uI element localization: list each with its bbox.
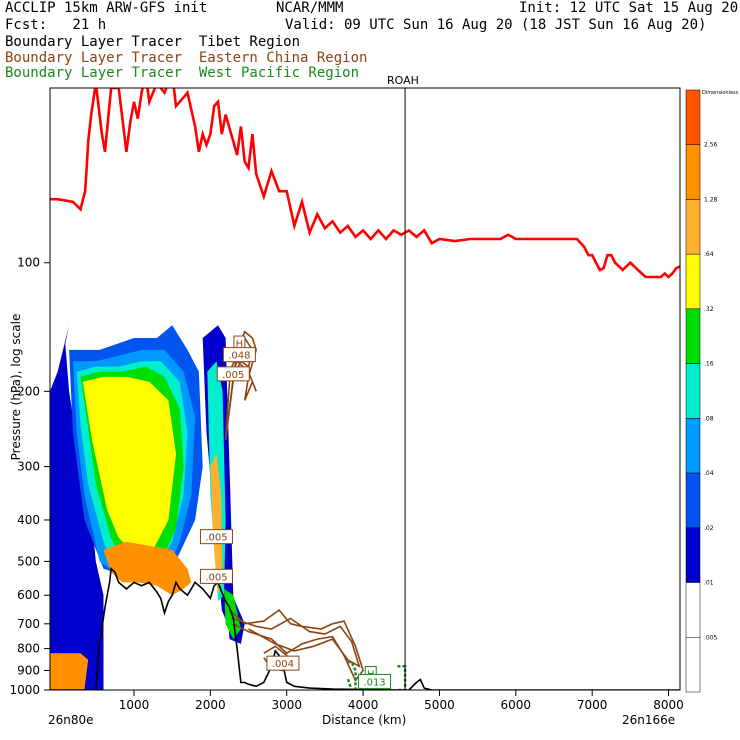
x-tick-label: 6000 — [501, 698, 532, 712]
y-tick-label: 100 — [17, 256, 40, 270]
annotation-box-2 — [216, 366, 250, 382]
colorbar-swatch-0 — [685, 89, 701, 145]
tracer-field — [50, 325, 245, 690]
colorbar-title: Dimensionless — [702, 90, 739, 96]
colorbar-label-4: .16 — [704, 361, 714, 368]
annotation-label-2: .005 — [222, 370, 244, 381]
colorbar-label-7: .02 — [704, 525, 714, 532]
x-tick-label: 8000 — [653, 698, 684, 712]
station-label: ROAH — [387, 74, 419, 87]
axes: 1000 2000 3000 4000 5000 6000 7000 8000 100 200 30… — [9, 256, 683, 712]
model-center: NCAR/MMM — [276, 0, 344, 16]
colorbar-label-3: .32 — [704, 306, 714, 313]
annotation-box-3 — [199, 529, 233, 545]
tracer-layer-6 — [103, 541, 192, 596]
west-pacific-contour-1 — [397, 665, 407, 690]
x-tick-label: 2000 — [195, 698, 226, 712]
y-tick-label: 700 — [17, 617, 40, 631]
legend-eastern-china: Boundary Layer Tracer Eastern China Regi… — [5, 50, 368, 66]
y-tick-label: 200 — [17, 384, 40, 398]
x-axis-label: Distance (km) — [322, 713, 407, 727]
annotation-box-1 — [222, 347, 256, 363]
annotation-box-7 — [358, 673, 392, 689]
eastern-china-contour-3 — [233, 617, 361, 668]
init-time: Init: 12 UTC Sat 15 Aug 20 — [519, 0, 739, 16]
tracer-layer-9 — [210, 453, 223, 596]
colorbar-swatch-10 — [685, 637, 701, 693]
colorbar-label-9: .005 — [704, 634, 718, 641]
tropopause-line — [50, 88, 680, 279]
colorbar-swatch-1 — [685, 144, 701, 200]
colorbar-label-0: 2.56 — [704, 142, 718, 149]
forecast-hour: Fcst: 21 h — [5, 17, 107, 33]
annotation-label-1: .048 — [228, 351, 250, 362]
colorbar-label-2: .64 — [704, 251, 714, 258]
colorbar-swatch-7 — [685, 472, 701, 529]
colorbar-swatch-3 — [685, 253, 701, 310]
colorbar-label-8: .01 — [704, 580, 714, 587]
x-tick-label: 7000 — [577, 698, 608, 712]
x-end-label: 26n166e — [622, 713, 676, 727]
valid-time: Valid: 09 UTC Sun 16 Aug 20 (18 JST Sun … — [285, 17, 707, 33]
legend-west-pacific: Boundary Layer Tracer West Pacific Regio… — [5, 65, 360, 81]
legend-tibet: Boundary Layer Tracer Tibet Region — [5, 34, 301, 50]
x-start-label: 26n80e — [48, 713, 94, 727]
west-pacific-contour-0 — [346, 660, 357, 690]
tracer-contours — [224, 330, 407, 690]
annotation-box-5 — [266, 655, 300, 671]
colorbar: Dimensionless 2.56 1.28 .64 .32 .16 .08 .04 .02.… — [685, 89, 739, 693]
colorbar-label-5: .08 — [704, 415, 714, 422]
colorbar-label-6: .04 — [704, 470, 714, 477]
y-tick-label: 800 — [17, 642, 40, 656]
x-tick-label: 3000 — [271, 698, 302, 712]
colorbar-swatch-2 — [685, 199, 701, 255]
annotation-label-4: .005 — [205, 572, 227, 583]
y-axis-label: Pressure (hPa), log scale — [9, 313, 23, 461]
x-tick-label: 5000 — [424, 698, 455, 712]
annotation-label-5: .004 — [272, 659, 294, 670]
annotation-label-3: .005 — [205, 533, 227, 544]
annotation-box-4 — [199, 568, 233, 584]
y-tick-label: 1000 — [9, 683, 40, 697]
tracer-layer-5 — [82, 376, 176, 554]
colorbar-swatch-6 — [685, 418, 701, 474]
colorbar-swatch-4 — [685, 308, 701, 364]
chart-title: ACCLIP 15km ARW-GFS init — [5, 0, 208, 16]
y-tick-label: 400 — [17, 513, 40, 527]
annotation-label-7: .013 — [363, 677, 385, 688]
y-tick-label: 300 — [17, 460, 40, 474]
eastern-china-contour-2 — [228, 609, 364, 683]
colorbar-swatch-5 — [685, 363, 701, 419]
colorbar-swatch-8 — [685, 527, 701, 583]
annotation-label-0: H — [236, 339, 244, 350]
x-tick-label: 1000 — [119, 698, 150, 712]
tracer-layer-12 — [50, 653, 89, 690]
y-tick-label: 900 — [17, 663, 40, 677]
plot-frame — [49, 87, 681, 691]
colorbar-label-1: 1.28 — [704, 196, 718, 203]
colorbar-swatch-9 — [685, 582, 701, 638]
y-tick-label: 500 — [17, 554, 40, 568]
x-tick-label: 4000 — [348, 698, 379, 712]
y-tick-label: 600 — [17, 588, 40, 602]
contour-labels: H.048.005.005.005.004H.013 — [199, 335, 392, 689]
